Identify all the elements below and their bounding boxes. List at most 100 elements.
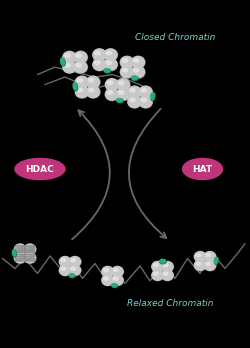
Ellipse shape [104, 59, 117, 70]
Ellipse shape [59, 265, 72, 276]
Ellipse shape [69, 256, 81, 267]
Ellipse shape [139, 86, 152, 98]
Ellipse shape [16, 246, 21, 249]
Ellipse shape [63, 61, 76, 73]
Ellipse shape [162, 261, 174, 272]
Ellipse shape [214, 258, 218, 264]
Ellipse shape [93, 49, 106, 61]
Ellipse shape [59, 265, 71, 275]
Ellipse shape [120, 66, 134, 78]
Ellipse shape [26, 246, 30, 249]
Ellipse shape [132, 77, 138, 80]
Ellipse shape [160, 259, 165, 263]
Ellipse shape [86, 86, 100, 98]
Ellipse shape [15, 158, 65, 180]
Ellipse shape [75, 86, 89, 98]
Ellipse shape [69, 256, 81, 267]
Ellipse shape [113, 277, 118, 280]
Ellipse shape [182, 158, 222, 180]
Ellipse shape [26, 255, 30, 258]
Ellipse shape [61, 259, 66, 262]
Ellipse shape [118, 91, 124, 94]
Ellipse shape [122, 59, 128, 62]
Ellipse shape [104, 277, 108, 280]
Ellipse shape [105, 88, 119, 101]
Ellipse shape [63, 52, 77, 64]
Ellipse shape [73, 83, 77, 90]
Ellipse shape [15, 260, 25, 261]
Ellipse shape [112, 267, 124, 277]
Ellipse shape [128, 96, 141, 108]
Ellipse shape [116, 88, 130, 101]
Ellipse shape [69, 265, 81, 276]
Ellipse shape [196, 262, 201, 265]
Ellipse shape [152, 270, 163, 280]
Ellipse shape [160, 260, 166, 264]
Ellipse shape [204, 260, 216, 270]
Ellipse shape [122, 69, 128, 72]
Ellipse shape [75, 76, 89, 88]
Ellipse shape [204, 260, 216, 271]
Ellipse shape [75, 76, 88, 88]
Ellipse shape [14, 253, 26, 263]
Ellipse shape [65, 64, 70, 67]
Ellipse shape [120, 66, 134, 78]
Ellipse shape [107, 91, 112, 94]
Ellipse shape [132, 66, 145, 78]
Ellipse shape [194, 252, 206, 262]
Ellipse shape [139, 96, 152, 108]
Ellipse shape [104, 269, 108, 272]
Ellipse shape [204, 252, 216, 262]
Ellipse shape [14, 244, 26, 255]
Ellipse shape [105, 88, 118, 100]
Ellipse shape [13, 250, 16, 257]
Ellipse shape [128, 96, 142, 108]
Ellipse shape [104, 69, 110, 72]
Ellipse shape [194, 260, 206, 271]
Ellipse shape [162, 261, 173, 272]
Ellipse shape [141, 88, 146, 92]
Ellipse shape [86, 76, 100, 88]
Ellipse shape [117, 99, 123, 103]
Text: Relaxed Chromatin: Relaxed Chromatin [127, 299, 213, 308]
Ellipse shape [74, 52, 87, 63]
Ellipse shape [15, 256, 25, 257]
Ellipse shape [59, 256, 71, 267]
Ellipse shape [14, 253, 26, 263]
Ellipse shape [76, 64, 81, 67]
Ellipse shape [24, 244, 36, 255]
Ellipse shape [25, 250, 35, 251]
Ellipse shape [77, 88, 82, 92]
Ellipse shape [24, 253, 36, 263]
Ellipse shape [163, 272, 168, 275]
Ellipse shape [74, 61, 88, 73]
Ellipse shape [25, 260, 35, 261]
Ellipse shape [151, 93, 155, 101]
Ellipse shape [15, 258, 25, 259]
Ellipse shape [61, 58, 64, 65]
Ellipse shape [74, 61, 87, 73]
Ellipse shape [139, 96, 153, 108]
Ellipse shape [106, 51, 111, 55]
Ellipse shape [132, 56, 145, 69]
Ellipse shape [116, 88, 130, 100]
Ellipse shape [24, 253, 36, 263]
Ellipse shape [112, 284, 117, 287]
Ellipse shape [105, 79, 119, 91]
Ellipse shape [88, 79, 94, 82]
Ellipse shape [16, 255, 21, 258]
Ellipse shape [152, 261, 163, 272]
Text: Closed Chromatin: Closed Chromatin [135, 33, 215, 42]
Ellipse shape [93, 49, 107, 61]
Ellipse shape [104, 59, 118, 71]
Ellipse shape [69, 265, 81, 275]
Ellipse shape [25, 258, 35, 259]
Ellipse shape [25, 256, 35, 257]
Ellipse shape [196, 254, 201, 257]
Ellipse shape [74, 52, 88, 64]
Ellipse shape [154, 263, 158, 267]
Ellipse shape [118, 81, 124, 85]
Ellipse shape [112, 267, 123, 277]
Ellipse shape [116, 79, 130, 90]
Ellipse shape [112, 275, 123, 285]
